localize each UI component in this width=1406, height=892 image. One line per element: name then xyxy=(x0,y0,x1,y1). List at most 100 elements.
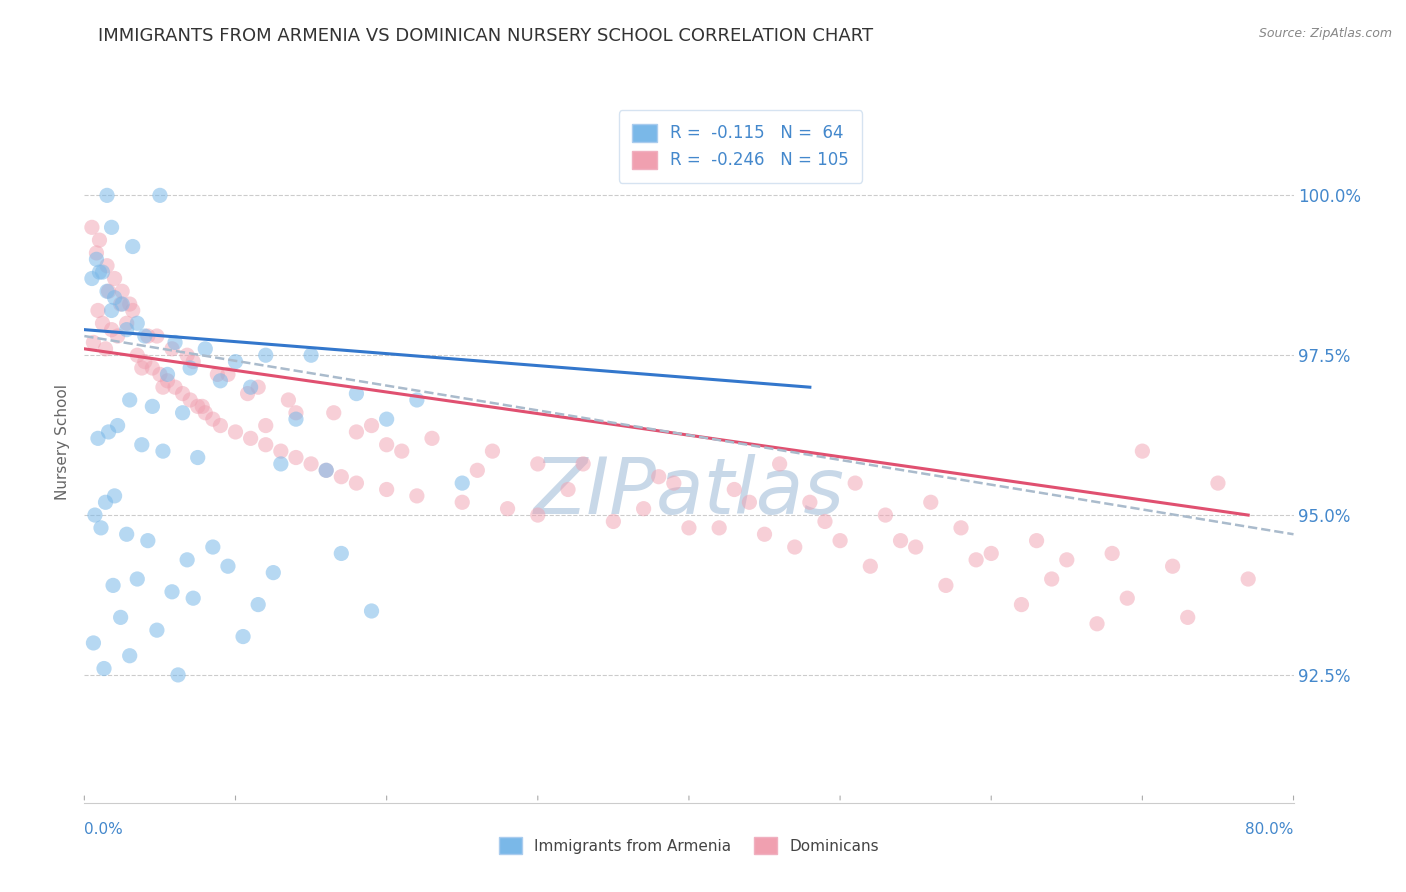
Point xyxy=(1237,572,1260,586)
Point xyxy=(152,380,174,394)
Point xyxy=(187,400,209,414)
Point xyxy=(149,368,172,382)
Point xyxy=(322,406,344,420)
Point xyxy=(965,553,987,567)
Point xyxy=(121,303,143,318)
Point xyxy=(1101,546,1123,560)
Point xyxy=(131,438,153,452)
Point xyxy=(111,285,134,299)
Point xyxy=(87,303,110,318)
Point xyxy=(723,483,745,497)
Point xyxy=(104,291,127,305)
Point xyxy=(602,515,624,529)
Point xyxy=(201,540,224,554)
Point xyxy=(375,412,398,426)
Point xyxy=(96,285,118,299)
Point xyxy=(406,392,429,407)
Point xyxy=(239,431,262,445)
Point xyxy=(90,521,112,535)
Point xyxy=(191,400,214,414)
Point xyxy=(783,540,806,554)
Point xyxy=(194,342,217,356)
Point xyxy=(207,368,229,382)
Point xyxy=(738,495,761,509)
Point xyxy=(141,361,163,376)
Point xyxy=(330,469,353,483)
Point xyxy=(935,578,957,592)
Point xyxy=(950,521,973,535)
Point xyxy=(165,380,187,394)
Point xyxy=(110,297,132,311)
Point xyxy=(97,425,120,439)
Point xyxy=(156,374,179,388)
Point xyxy=(232,630,254,644)
Point xyxy=(87,431,110,445)
Point xyxy=(225,425,247,439)
Point xyxy=(754,527,776,541)
Point xyxy=(1085,616,1108,631)
Point xyxy=(270,444,292,458)
Point xyxy=(152,444,174,458)
Point xyxy=(1177,610,1199,624)
Point xyxy=(875,508,897,522)
Point xyxy=(136,329,159,343)
Point xyxy=(254,418,277,433)
Legend: Immigrants from Armenia, Dominicans: Immigrants from Armenia, Dominicans xyxy=(494,831,884,860)
Point xyxy=(100,220,122,235)
Point xyxy=(82,636,104,650)
Point xyxy=(187,450,209,465)
Point xyxy=(160,584,183,599)
Point xyxy=(131,361,153,376)
Point xyxy=(209,418,232,433)
Point xyxy=(89,265,111,279)
Point xyxy=(451,495,474,509)
Y-axis label: Nursery School: Nursery School xyxy=(55,384,70,500)
Text: ZIPatlas: ZIPatlas xyxy=(533,454,845,530)
Point xyxy=(172,386,194,401)
Point xyxy=(179,361,201,376)
Text: 80.0%: 80.0% xyxy=(1246,822,1294,837)
Point xyxy=(572,457,595,471)
Point xyxy=(1011,598,1033,612)
Point xyxy=(360,418,382,433)
Point xyxy=(299,457,322,471)
Point xyxy=(890,533,912,548)
Point xyxy=(104,489,127,503)
Point xyxy=(662,476,685,491)
Point xyxy=(1161,559,1184,574)
Point xyxy=(270,457,292,471)
Point xyxy=(285,406,308,420)
Point xyxy=(406,489,429,503)
Point xyxy=(118,297,141,311)
Point xyxy=(110,610,132,624)
Point xyxy=(82,335,104,350)
Point xyxy=(1040,572,1063,586)
Point xyxy=(201,412,224,426)
Point xyxy=(1056,553,1078,567)
Point xyxy=(225,354,247,368)
Point xyxy=(209,374,232,388)
Point xyxy=(247,598,270,612)
Point xyxy=(100,303,122,318)
Point xyxy=(285,450,308,465)
Point xyxy=(118,392,141,407)
Point xyxy=(496,501,519,516)
Point xyxy=(86,246,108,260)
Point xyxy=(920,495,942,509)
Point xyxy=(86,252,108,267)
Point xyxy=(346,386,368,401)
Point xyxy=(136,533,159,548)
Point xyxy=(134,329,156,343)
Point xyxy=(360,604,382,618)
Point xyxy=(101,578,124,592)
Point xyxy=(1206,476,1229,491)
Point xyxy=(107,418,129,433)
Point xyxy=(285,412,308,426)
Point xyxy=(160,342,183,356)
Point xyxy=(1025,533,1047,548)
Point xyxy=(277,392,299,407)
Point xyxy=(134,354,156,368)
Point xyxy=(254,438,277,452)
Point xyxy=(94,342,117,356)
Point xyxy=(467,463,489,477)
